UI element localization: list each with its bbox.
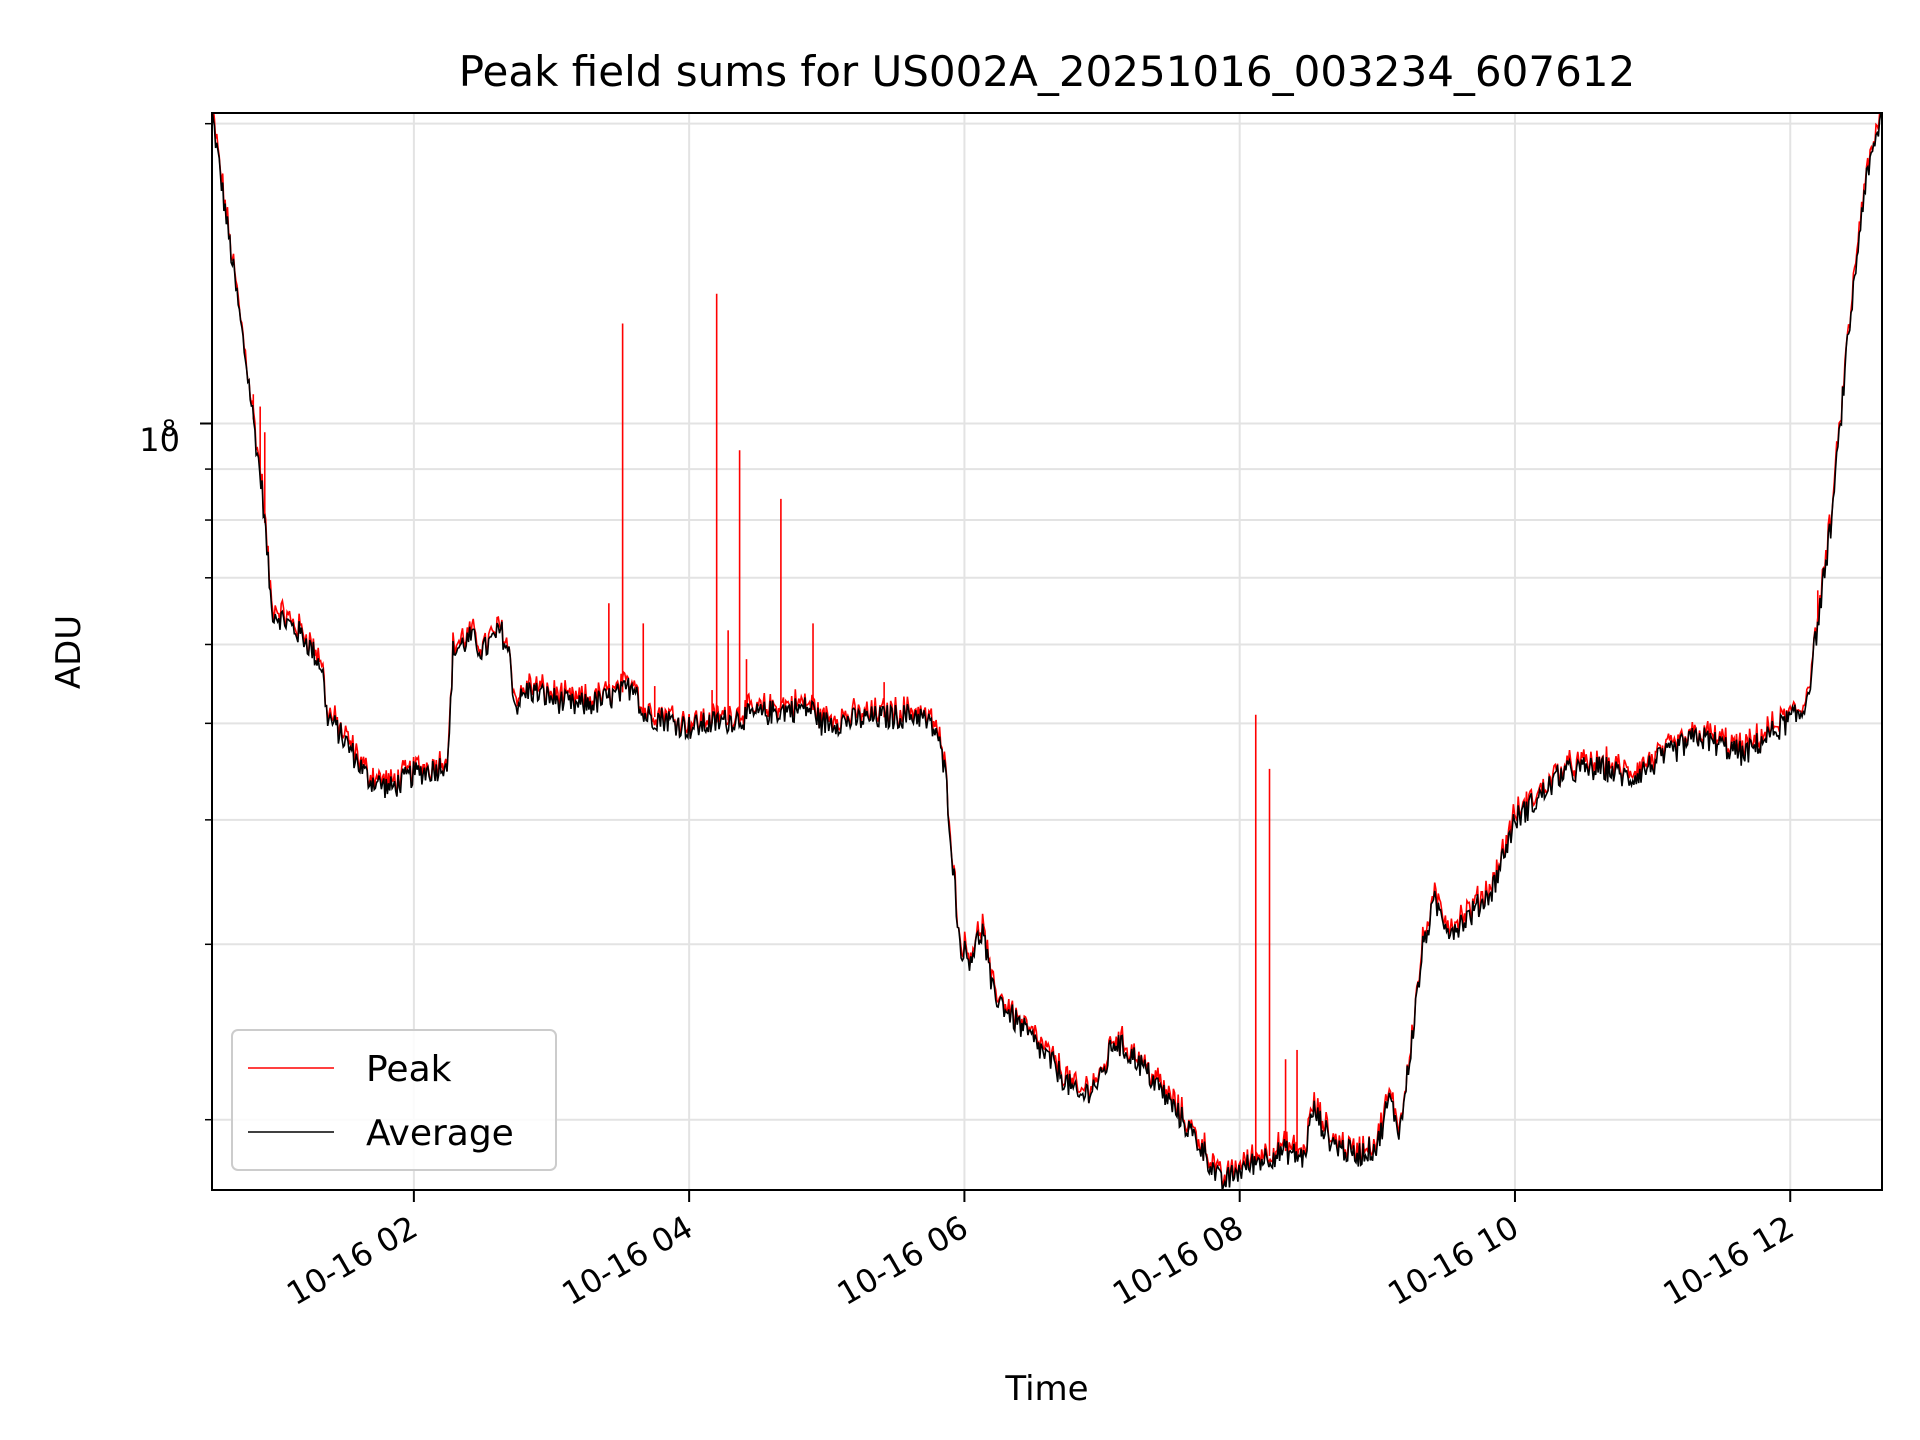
y-tick-label-exponent: 8 [162, 417, 176, 442]
average-series-line [212, 113, 1882, 1190]
legend-peak-label: Peak [366, 1049, 452, 1090]
series-layer [212, 113, 1882, 1190]
y-axis-label: ADU [49, 615, 89, 689]
legend: Peak Average [231, 1029, 557, 1171]
grid [212, 113, 1882, 1190]
chart-title: Peak field sums for US002A_20251016_0032… [459, 47, 1636, 96]
y-major-tick-label: 10 8 [139, 417, 180, 459]
plot-frame [211, 112, 1883, 1191]
legend-box [231, 1029, 557, 1171]
x-axis-label: Time [1004, 1369, 1088, 1409]
legend-average-label: Average [366, 1113, 514, 1154]
y-tick-label-base: 10 [139, 421, 180, 459]
